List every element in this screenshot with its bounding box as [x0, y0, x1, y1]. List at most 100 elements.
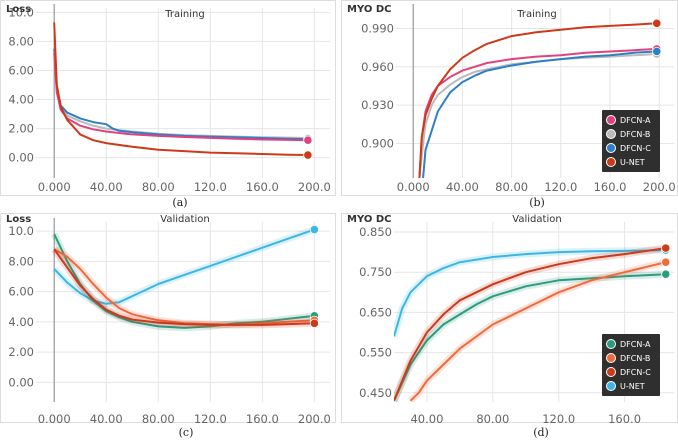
series-group: [53, 22, 308, 156]
chart-panel-3: 0.000 40.00 80.00 120.0 160.0 200.0 0.00 2.00 4.…: [0, 213, 336, 439]
legend-label-dfcn-a: DFCN-A: [620, 116, 651, 125]
series-end-marker-u-net: [303, 150, 313, 160]
series-group: [394, 244, 667, 402]
y-tick-label: 0.550: [359, 346, 392, 360]
x-tick-label: 40.00: [446, 180, 479, 194]
legend-swatch-dfcn-b: [606, 353, 616, 363]
series-line-u-net: [53, 22, 308, 156]
chart-panel-4: 40.00 80.00 120.0 160.0 0.450 0.550 0.650 0.750…: [341, 213, 678, 439]
x-tick-label: 160.0: [608, 412, 641, 426]
x-tick-label: 120.0: [542, 412, 575, 426]
legend-label-dfcn-b: DFCN-B: [620, 130, 650, 139]
legend-label-dfcn-b: DFCN-B: [620, 354, 650, 363]
y-tick-label: 0.00: [8, 375, 34, 389]
y-tick-label: 6.00: [8, 63, 34, 77]
x-tick-label: 40.00: [90, 412, 123, 426]
series-line-dfcn-c: [53, 248, 315, 326]
x-tick-label: 200.0: [298, 412, 331, 426]
series-line-dfcn-c: [53, 48, 308, 141]
series-end-marker-dfcn-c: [661, 243, 671, 253]
series-line-dfcn-b: [409, 261, 667, 402]
x-tick-label: 0.000: [38, 180, 71, 194]
series-line-dfcn-b: [53, 44, 308, 139]
series-end-marker-dfcn-a: [303, 135, 313, 145]
y-tick-label: 4.00: [8, 93, 34, 107]
y-tick-label: 0.960: [361, 60, 394, 74]
panel-title: Training: [516, 9, 556, 20]
legend-swatch-dfcn-c: [606, 367, 616, 377]
y-tick-label: 0.850: [359, 225, 392, 239]
y-axis-label: MYO DC: [347, 4, 391, 15]
legend-label-dfcn-c: DFCN-C: [620, 368, 651, 377]
x-tick-label: 80.00: [476, 412, 509, 426]
y-tick-label: 10.0: [8, 5, 34, 19]
series-group: [51, 226, 316, 332]
y-tick-label: 0.450: [359, 386, 392, 400]
legend-swatch-dfcn-c: [606, 143, 616, 153]
series-end-marker-dfcn-a: [661, 269, 671, 279]
legend-swatch-u-net: [606, 381, 616, 391]
x-tick-label: 160.0: [246, 412, 279, 426]
series-halo-dfcn-b: [52, 246, 315, 329]
y-tick-label: 6.00: [8, 285, 34, 299]
chart-panel-2: 0.000 40.00 80.00 120.0 160.0 200.0 0.900 0.930…: [341, 0, 678, 209]
legend-swatch-u-net: [606, 157, 616, 167]
x-tick-label: 0.000: [38, 412, 71, 426]
series-line-dfcn-c: [394, 247, 666, 402]
x-tick-label: 120.0: [194, 412, 227, 426]
y-tick-label: 0.650: [359, 305, 392, 319]
y-tick-label: 0.930: [361, 98, 394, 112]
x-tick-label: 40.00: [90, 180, 123, 194]
panel-caption: (b): [529, 196, 545, 209]
chart-panel-1: 0.000 40.00 80.00 120.0 160.0 200.0 0.00 2.00 4.…: [0, 0, 336, 209]
legend-label-dfcn-a: DFCN-A: [620, 340, 651, 349]
x-tick-label: 0.000: [397, 180, 430, 194]
legend: DFCN-A DFCN-B DFCN-C U-NET: [602, 110, 660, 172]
x-tick-label: 160.0: [246, 180, 279, 194]
legend-label-dfcn-c: DFCN-C: [620, 144, 651, 153]
legend-box: [602, 334, 660, 396]
series-line-dfcn-b: [53, 248, 315, 326]
x-tick-label: 80.00: [142, 180, 175, 194]
panel-title: Validation: [160, 214, 209, 225]
series-end-marker-dfcn-b: [661, 257, 671, 267]
y-tick-label: 0.990: [361, 21, 394, 35]
x-tick-label: 120.0: [544, 180, 577, 194]
panel-title: Training: [164, 9, 204, 20]
y-axis-label: MYO DC: [347, 214, 391, 225]
panel-caption: (a): [172, 196, 187, 209]
y-tick-label: 8.00: [8, 34, 34, 48]
series-line-u-net: [394, 249, 666, 337]
panel-caption: (d): [533, 426, 549, 439]
legend-label-u-net: U-NET: [620, 158, 645, 167]
y-axis-label: Loss: [6, 214, 31, 225]
series-end-marker-dfcn-c: [309, 318, 319, 328]
x-tick-label: 200.0: [643, 180, 676, 194]
x-tick-label: 200.0: [298, 180, 331, 194]
y-tick-label: 0.900: [361, 136, 394, 150]
x-tick-label: 160.0: [594, 180, 627, 194]
series-line-dfcn-a: [53, 52, 308, 142]
panel-title: Validation: [512, 214, 561, 225]
series-end-marker-u-net: [309, 224, 319, 235]
x-tick-label: 80.00: [495, 180, 528, 194]
legend-box: [602, 110, 660, 172]
series-group: [418, 22, 657, 178]
x-tick-label: 40.00: [410, 412, 443, 426]
legend-swatch-dfcn-b: [606, 129, 616, 139]
series-end-marker-dfcn-c: [652, 46, 662, 57]
series-line-dfcn-a: [418, 47, 657, 178]
y-axis-label: Loss: [6, 4, 31, 15]
panel-caption: (c): [179, 426, 194, 439]
series-halo-u-net: [51, 226, 316, 308]
y-tick-label: 10.0: [8, 224, 34, 238]
legend: DFCN-A DFCN-B DFCN-C U-NET: [602, 334, 660, 396]
series-line-u-net: [53, 228, 315, 305]
y-tick-label: 0.750: [359, 265, 392, 279]
panel-frame: [0, 0, 336, 196]
y-tick-label: 0.00: [8, 151, 34, 165]
legend-swatch-dfcn-a: [606, 115, 616, 125]
x-tick-label: 120.0: [194, 180, 227, 194]
y-tick-label: 4.00: [8, 315, 34, 329]
